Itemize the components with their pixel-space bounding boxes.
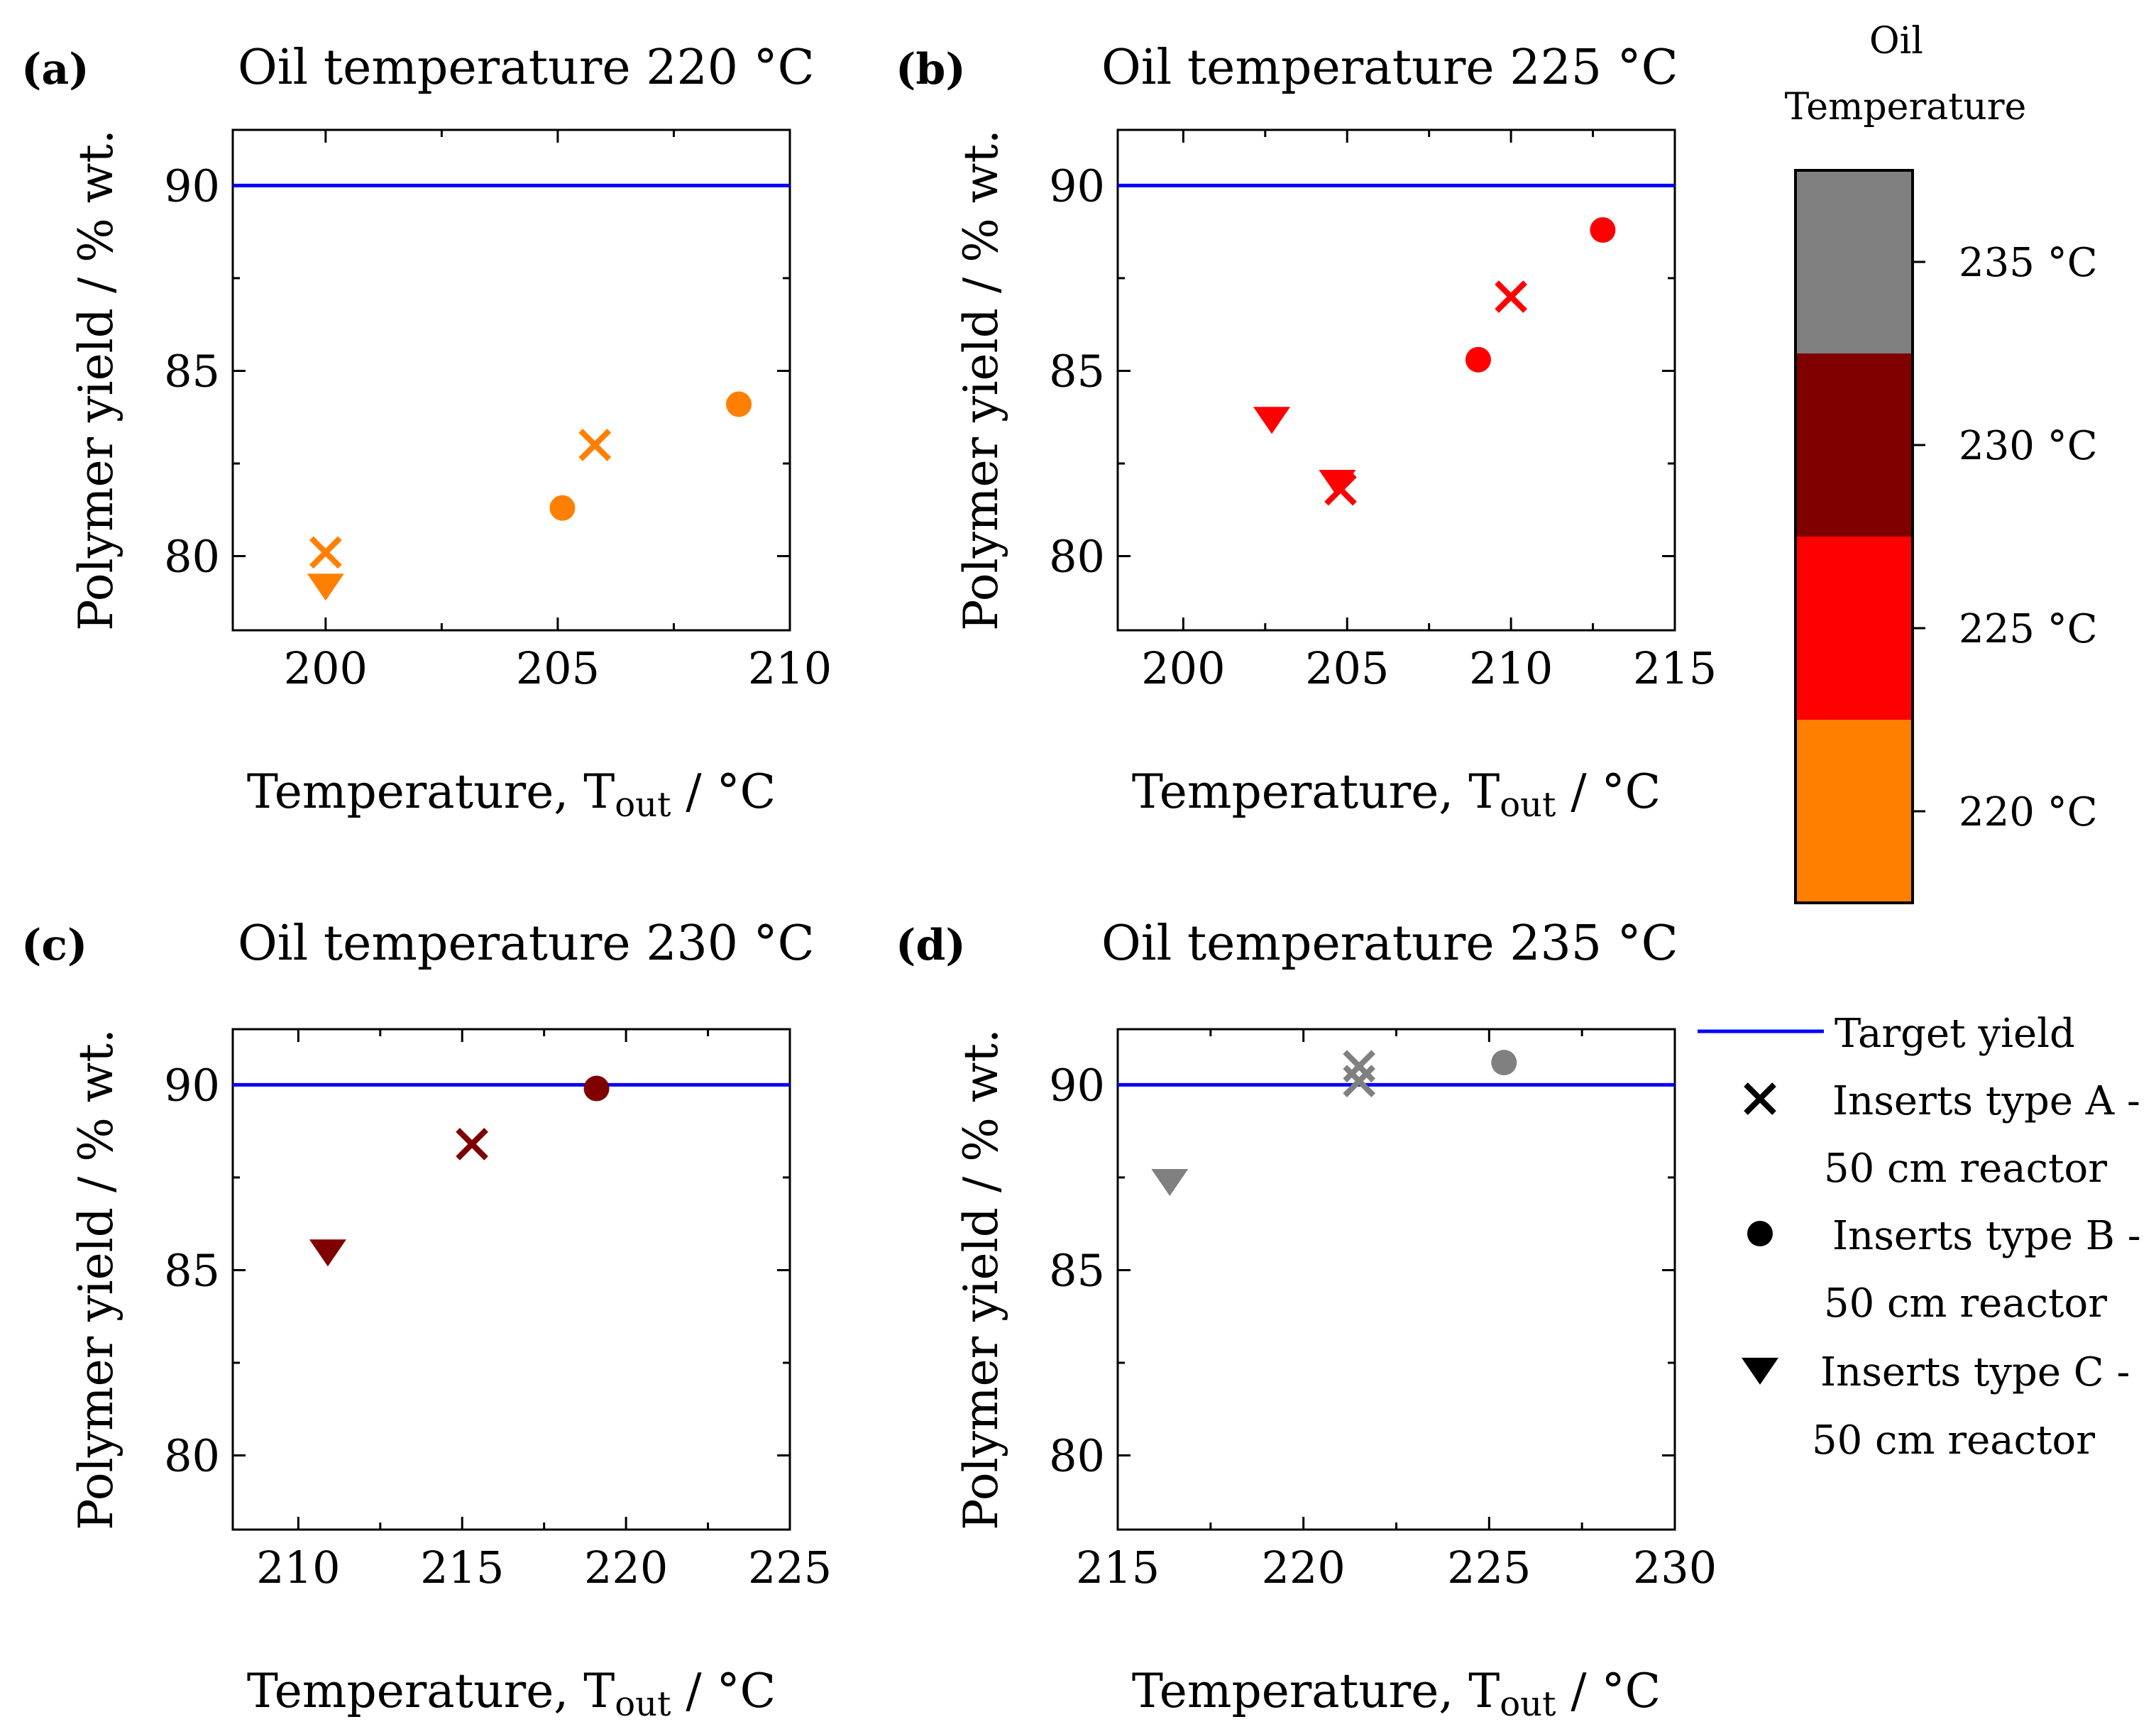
data-point-x-1-stroke-2: [1343, 1065, 1375, 1097]
panel-letter: (d): [896, 921, 966, 970]
y-tick-label: 85: [1049, 345, 1105, 397]
y-axis-label: Polymer yield / % wt.: [954, 1028, 1008, 1530]
data-point-triangle-down-0: [307, 574, 344, 601]
colorbar: Oil Temperature 235 °C 230 °C 225 °C 220 °C: [1785, 20, 2098, 904]
x-tick-label: 225: [1447, 1542, 1531, 1593]
x-axis-label: Temperature, Tout / °C: [1132, 1664, 1661, 1724]
data-point-triangle-down-0: [1253, 407, 1291, 434]
y-tick-label: 80: [164, 531, 220, 583]
colorbar-tick-label: 220 °C: [1959, 789, 2098, 835]
plot-frame: [1116, 1028, 1676, 1531]
legend-marker-x: [1744, 1082, 1776, 1115]
x-tick-label: 210: [256, 1542, 340, 1593]
data-point-x-0: [309, 536, 342, 569]
data-point-triangle-down-1: [1319, 470, 1356, 498]
y-axis-label: Polymer yield / % wt.: [69, 129, 123, 631]
data-point-x-1: [578, 429, 612, 461]
x-tick-label: 210: [1469, 642, 1553, 694]
legend-label-line2: 50 cm reactor: [1824, 1146, 2107, 1192]
x-tick-label: 215: [1633, 642, 1717, 694]
x-tick-label: 215: [420, 1542, 504, 1593]
data-point-circle-1: [1590, 217, 1616, 243]
y-tick-label: 80: [1049, 531, 1105, 583]
colorbar-tick-label: 225 °C: [1959, 606, 2098, 652]
y-tick-label: 80: [164, 1430, 220, 1482]
colorbar-segment: [1795, 720, 1913, 903]
y-tick-label: 90: [164, 1059, 220, 1111]
plot-frame: [231, 1028, 791, 1531]
data-point-circle-0: [549, 495, 576, 521]
data-point-x-0: [1343, 1050, 1375, 1083]
x-tick-label: 200: [284, 642, 368, 694]
x-tick-label: 220: [584, 1542, 668, 1593]
panel-letter: (c): [21, 921, 87, 970]
legend-label-line2: 50 cm reactor: [1812, 1417, 2095, 1464]
colorbar-title-line1: Oil: [1869, 20, 1923, 62]
x-tick-label: 210: [748, 642, 832, 694]
y-tick-label: 85: [164, 345, 220, 397]
colorbar-segment: [1795, 170, 1913, 353]
data-point-x-1: [1343, 1065, 1375, 1097]
legend-marker-triangle-down: [1742, 1357, 1778, 1385]
x-tick-label: 225: [748, 1542, 832, 1593]
x-tick-label: 200: [1141, 642, 1225, 694]
data-point-circle-0: [1491, 1050, 1517, 1075]
colorbar-segment: [1795, 537, 1913, 720]
panel-title: Oil temperature 230 °C: [238, 916, 815, 972]
y-tick-label: 90: [1049, 1059, 1105, 1111]
colorbar-segment: [1795, 353, 1913, 537]
y-tick-label: 90: [164, 160, 220, 212]
x-tick-label: 230: [1633, 1542, 1717, 1593]
data-point-x-1: [1495, 280, 1527, 313]
colorbar-title-line2: Temperature: [1785, 86, 2027, 128]
legend-marker-x-stroke-2: [1744, 1082, 1776, 1115]
y-axis-label: Polymer yield / % wt.: [954, 129, 1008, 631]
data-point-x-0: [456, 1128, 488, 1160]
y-tick-label: 85: [164, 1244, 220, 1296]
colorbar-frame: [1794, 169, 1914, 904]
panel-title: Oil temperature 225 °C: [1101, 40, 1678, 96]
panel-1: (b) Oil temperature 225 °C 200 205 210 215 80 8…: [896, 40, 1717, 825]
legend-label: Inserts type C -: [1820, 1349, 2130, 1395]
legend-label: Inserts type A -: [1832, 1078, 2140, 1124]
panel-title: Oil temperature 220 °C: [238, 40, 815, 96]
data-point-x-0-stroke-2: [309, 536, 342, 569]
panel-title: Oil temperature 235 °C: [1101, 916, 1678, 972]
legend-marker-circle: [1747, 1221, 1773, 1246]
data-point-triangle-down-0: [1151, 1169, 1189, 1197]
y-axis-label: Polymer yield / % wt.: [69, 1028, 123, 1530]
data-point-circle-0: [1465, 346, 1491, 373]
legend-label: Target yield: [1835, 1011, 2075, 1057]
plot-frame: [231, 128, 791, 632]
legend: Target yield Inserts type A - 50 cm reacto…: [1698, 1011, 2141, 1464]
x-tick-label: 205: [516, 642, 600, 694]
x-axis-label: Temperature, Tout / °C: [1132, 764, 1661, 825]
data-point-triangle-down-0: [309, 1239, 346, 1267]
x-axis-label: Temperature, Tout / °C: [247, 764, 776, 825]
x-tick-label: 220: [1261, 1542, 1345, 1593]
panel-3: (d) Oil temperature 235 °C 215 220 225 230 80 8…: [896, 916, 1717, 1724]
x-tick-label: 215: [1076, 1542, 1160, 1593]
data-point-x-0-stroke-2: [456, 1128, 488, 1160]
legend-label: Inserts type B -: [1832, 1213, 2141, 1259]
y-tick-label: 85: [1049, 1244, 1105, 1296]
x-axis-label: Temperature, Tout / °C: [247, 1664, 776, 1724]
data-point-x-1-stroke-2: [578, 429, 612, 461]
colorbar-tick-label: 235 °C: [1959, 240, 2098, 286]
legend-label-line2: 50 cm reactor: [1824, 1280, 2107, 1327]
y-tick-label: 90: [1049, 160, 1105, 212]
data-point-circle-1: [726, 391, 752, 417]
x-tick-label: 205: [1305, 642, 1389, 694]
colorbar-tick-label: 230 °C: [1959, 423, 2098, 469]
panel-2: (c) Oil temperature 230 °C 210 215 220 225 80 8…: [21, 916, 832, 1724]
panel-letter: (b): [896, 45, 966, 94]
y-tick-label: 80: [1049, 1430, 1105, 1482]
data-point-x-1-stroke-2: [1495, 280, 1527, 313]
data-point-x-0-stroke-2: [1343, 1050, 1375, 1083]
panel-0: (a) Oil temperature 220 °C 200 205 210 80 85 90…: [21, 40, 832, 825]
data-point-circle-0: [583, 1075, 610, 1102]
panel-letter: (a): [21, 45, 89, 94]
plot-frame: [1116, 128, 1676, 632]
